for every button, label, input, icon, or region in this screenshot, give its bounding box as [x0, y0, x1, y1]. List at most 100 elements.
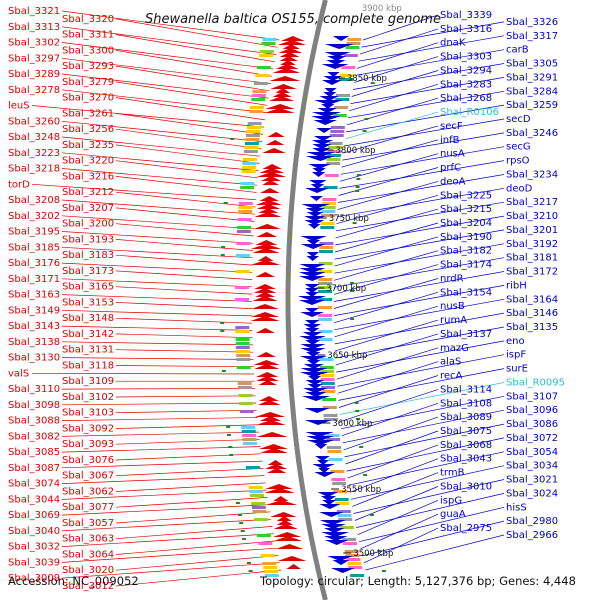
plus-strand-gene [305, 392, 327, 397]
marker [220, 254, 225, 256]
gene-label-right: nrdR [440, 274, 464, 285]
gene-label-right: ribH [506, 280, 527, 291]
gene-label-left: Sbal_3235 [62, 140, 114, 151]
gene-label-left: Sbal_3153 [62, 297, 114, 308]
plus-strand-gene [315, 456, 330, 461]
category-bar [328, 458, 343, 461]
plus-strand-gene [319, 96, 339, 101]
category-bar [263, 566, 278, 569]
marker [229, 454, 234, 456]
gene-label-right: Sbal_3268 [440, 93, 492, 104]
label-leader-line [61, 262, 253, 273]
plus-strand-gene [321, 532, 350, 537]
category-bar [319, 366, 334, 369]
category-bar [336, 94, 350, 97]
label-leader-line [61, 489, 267, 500]
minus-strand-gene [273, 532, 302, 537]
plus-strand-gene [314, 100, 343, 105]
map-title: Shewanella baltica OS155, complete genom… [145, 12, 441, 27]
gene-label-left: Sbal_3313 [8, 22, 60, 33]
plus-strand-gene [302, 332, 323, 337]
scale-tick-label: 3500 kbp [353, 549, 393, 559]
gene-label-right: Sbal_3201 [506, 225, 558, 236]
minus-strand-gene [256, 432, 288, 437]
plus-strand-gene [300, 312, 325, 317]
plus-strand-gene [306, 352, 321, 357]
category-bar [245, 134, 260, 137]
label-leader-line [338, 375, 439, 408]
gene-label-right: ispF [506, 350, 526, 361]
gene-label-left: Sbal_3289 [8, 69, 60, 80]
plus-strand-gene [322, 500, 337, 505]
marker [221, 370, 226, 372]
minus-strand-gene [259, 168, 285, 173]
label-leader-line [115, 526, 273, 540]
category-bar [323, 186, 338, 189]
category-bar [245, 466, 260, 469]
category-bar [334, 106, 348, 109]
minus-strand-gene [269, 76, 301, 81]
gene-label-left: Sbal_3202 [8, 211, 60, 222]
gene-label-right: Sbal_2966 [506, 530, 558, 541]
minus-strand-gene [272, 68, 301, 73]
gene-label-left: Sbal_3200 [62, 219, 114, 230]
gene-label-left: Sbal_3020 [62, 565, 114, 576]
gene-label-right: trmB [440, 468, 465, 479]
gene-label-right: Sbal_3154 [440, 287, 492, 298]
minus-strand-gene [260, 448, 288, 453]
category-bar [329, 134, 344, 137]
label-leader-line [61, 460, 263, 469]
plus-strand-gene [311, 112, 342, 117]
category-bar [322, 398, 337, 401]
gene-label-left: Sbal_3088 [8, 416, 60, 427]
gene-label-right: Sbal_3174 [440, 260, 492, 271]
marker [356, 178, 361, 180]
label-leader-line [333, 264, 439, 295]
label-leader-line [340, 389, 439, 422]
plus-strand-gene [303, 324, 322, 329]
gene-label-right: secF [440, 121, 463, 132]
category-bar [326, 162, 341, 165]
label-leader-line [115, 497, 268, 508]
minus-strand-gene [273, 536, 303, 541]
label-leader-line [359, 28, 439, 55]
gene-label-right: Sbal_3326 [506, 17, 558, 28]
plus-strand-gene [316, 460, 330, 465]
category-bar [320, 222, 335, 225]
category-bar [327, 154, 341, 157]
plus-strand-gene [313, 136, 333, 141]
plus-strand-gene [305, 188, 330, 193]
scale-ticks: 3850 kbp 3800 kbp 3750 kbp 3700 kbp 3650 kbp… [316, 4, 402, 559]
label-leader-line [115, 18, 278, 48]
category-bar [236, 358, 251, 361]
category-bar [328, 146, 342, 149]
label-leader-line [336, 347, 439, 380]
label-leader-line [334, 236, 439, 267]
category-bar [325, 434, 340, 437]
gene-label-left: Sbal_3183 [62, 250, 114, 261]
gene-label-left: Sbal_3216 [62, 171, 114, 182]
label-leader-line [115, 482, 266, 492]
gene-label-right: Sbal_3164 [506, 294, 558, 305]
minus-strand-gene [256, 376, 279, 381]
category-bar [264, 570, 279, 573]
label-leader-line [115, 569, 282, 587]
category-bar [256, 66, 271, 69]
category-bar [261, 42, 276, 45]
marker [223, 202, 228, 204]
plus-strand-gene [299, 372, 329, 377]
category-bar [343, 542, 357, 545]
label-leader-line [344, 118, 505, 147]
plus-strand-gene [332, 36, 350, 41]
gene-label-right: Sbal_3192 [506, 239, 558, 250]
plus-strand-gene [324, 52, 351, 57]
gene-label-right: Sbal_3339 [440, 10, 492, 21]
category-bar [339, 74, 354, 77]
marker [220, 322, 225, 324]
minus-strand-gene [275, 544, 304, 549]
label-leader-line [61, 562, 280, 579]
marker [370, 82, 375, 84]
category-bar [348, 566, 363, 569]
category-bar [318, 282, 333, 285]
label-leader-line [31, 105, 264, 128]
